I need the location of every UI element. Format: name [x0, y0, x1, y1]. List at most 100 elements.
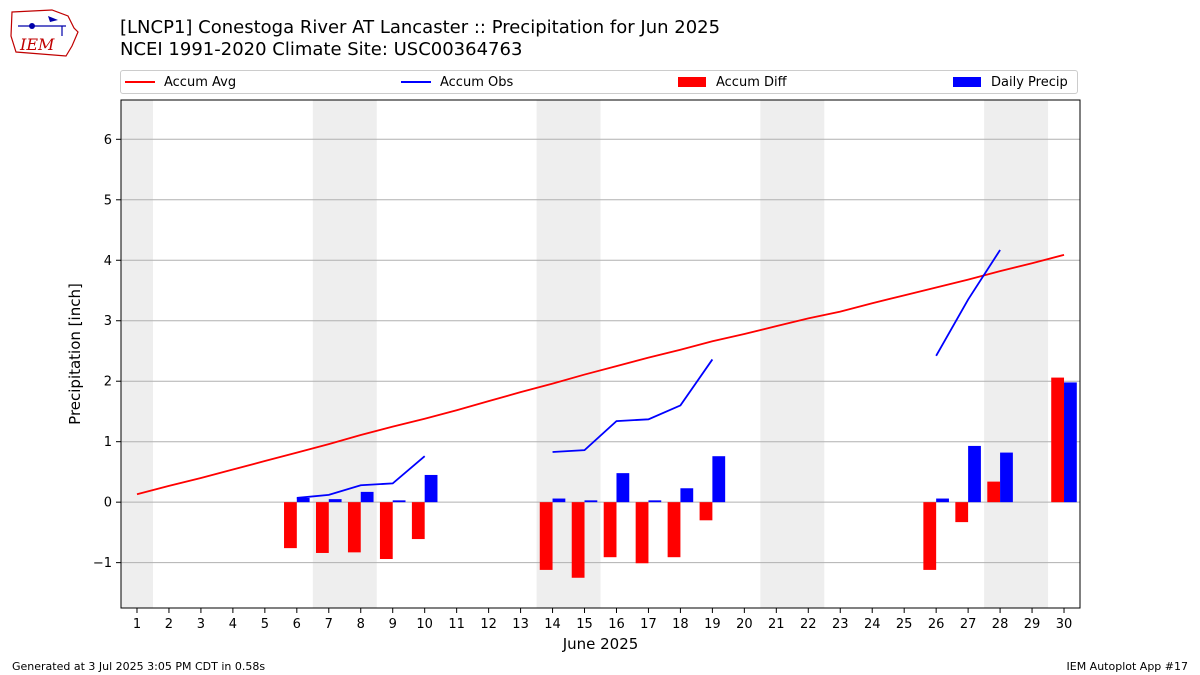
x-tick-label-7: 7 [325, 617, 333, 632]
x-axis-label: June 2025 [562, 635, 639, 653]
bar-daily-precip-day-9 [392, 500, 406, 503]
x-tick-label-12: 12 [480, 617, 497, 632]
x-tick-label-15: 15 [576, 617, 593, 632]
bar-daily-precip-day-7 [328, 499, 342, 503]
x-tick-label-5: 5 [261, 617, 269, 632]
bar-accum-diff-day-19 [699, 502, 713, 521]
app-label: IEM Autoplot App #17 [1066, 660, 1189, 673]
legend-swatch-accum-obs [401, 81, 431, 83]
chart-title: [LNCP1] Conestoga River AT Lancaster :: … [120, 17, 721, 38]
weekend-shade-4 [984, 100, 1049, 608]
legend-label-daily-precip: Daily Precip [991, 74, 1068, 90]
weekend-shade-0 [121, 100, 153, 608]
bar-accum-diff-day-16 [603, 502, 617, 558]
x-tick-label-27: 27 [960, 617, 977, 632]
bar-accum-diff-day-14 [539, 502, 553, 570]
bar-daily-precip-day-17 [648, 500, 662, 503]
x-tick-label-20: 20 [736, 617, 753, 632]
y-tick-label--1: −1 [93, 556, 112, 571]
bar-accum-diff-day-10 [411, 502, 425, 540]
bar-accum-diff-day-27 [955, 502, 969, 523]
legend-item-daily-precip: Daily Precip [953, 71, 1068, 93]
x-tick-label-10: 10 [416, 617, 433, 632]
y-axis-label: Precipitation [inch] [66, 283, 84, 425]
x-tick-label-24: 24 [864, 617, 881, 632]
y-tick-label-6: 6 [104, 133, 112, 148]
bar-accum-diff-day-15 [571, 502, 585, 578]
legend-item-accum-avg: Accum Avg [125, 71, 236, 93]
bar-daily-precip-day-6 [296, 497, 310, 503]
x-tick-label-18: 18 [672, 617, 689, 632]
plot-area [121, 100, 1080, 608]
bar-daily-precip-day-30 [1064, 382, 1077, 503]
legend-swatch-accum-avg [125, 81, 155, 83]
legend-label-accum-avg: Accum Avg [164, 74, 237, 90]
x-tick-label-22: 22 [800, 617, 817, 632]
x-tick-label-9: 9 [389, 617, 397, 632]
x-tick-label-4: 4 [229, 617, 237, 632]
y-tick-label-2: 2 [104, 375, 112, 390]
bar-daily-precip-day-18 [680, 488, 694, 503]
bar-daily-precip-day-28 [1000, 452, 1013, 503]
x-tick-label-17: 17 [640, 617, 657, 632]
bar-accum-diff-day-28 [987, 481, 1001, 503]
bar-accum-diff-day-26 [923, 502, 937, 570]
x-tick-label-25: 25 [896, 617, 913, 632]
y-tick-label-3: 3 [104, 314, 112, 329]
y-tick-label-0: 0 [104, 496, 112, 511]
weekend-shade-2 [536, 100, 601, 608]
legend: Accum Avg Accum Obs Accum Diff Daily Pre… [120, 70, 1078, 94]
x-tick-label-11: 11 [448, 617, 465, 632]
bar-daily-precip-day-19 [712, 456, 726, 503]
y-tick-label-4: 4 [104, 254, 112, 269]
bar-accum-diff-day-7 [315, 502, 329, 553]
bar-daily-precip-day-10 [424, 474, 438, 503]
bar-daily-precip-day-16 [616, 473, 630, 503]
bar-accum-diff-day-8 [347, 502, 361, 553]
iem-logo: IEM [10, 9, 79, 57]
bar-accum-diff-day-30 [1051, 377, 1065, 503]
x-tick-label-2: 2 [165, 617, 173, 632]
legend-swatch-accum-diff [678, 77, 706, 87]
bar-daily-precip-day-14 [552, 498, 566, 503]
x-tick-label-23: 23 [832, 617, 849, 632]
x-tick-label-26: 26 [928, 617, 945, 632]
x-tick-label-13: 13 [512, 617, 529, 632]
bar-accum-diff-day-17 [635, 502, 649, 564]
bar-accum-diff-day-9 [379, 502, 393, 560]
bar-daily-precip-day-27 [968, 445, 981, 503]
line-accum-avg [136, 253, 1065, 496]
x-tick-label-3: 3 [197, 617, 205, 632]
y-tick-label-1: 1 [104, 435, 112, 450]
chart-subtitle: NCEI 1991-2020 Climate Site: USC00364763 [120, 39, 523, 60]
y-tick-label-5: 5 [104, 193, 112, 208]
x-tick-label-19: 19 [704, 617, 721, 632]
x-tick-label-8: 8 [357, 617, 365, 632]
legend-item-accum-obs: Accum Obs [401, 71, 513, 93]
bar-daily-precip-day-8 [360, 491, 374, 503]
line-accum-obs-segment-1 [552, 358, 714, 453]
bar-daily-precip-day-26 [936, 498, 949, 503]
x-tick-label-21: 21 [768, 617, 785, 632]
legend-swatch-daily-precip [953, 77, 981, 87]
legend-label-accum-obs: Accum Obs [440, 74, 514, 90]
x-tick-label-16: 16 [608, 617, 625, 632]
line-accum-obs-segment-2 [935, 249, 1001, 357]
weekend-shade-1 [312, 100, 377, 608]
x-tick-label-14: 14 [544, 617, 561, 632]
x-tick-label-1: 1 [133, 617, 141, 632]
plot-frame [120, 99, 1081, 609]
legend-item-accum-diff: Accum Diff [678, 71, 787, 93]
line-accum-obs-segment-0 [296, 455, 426, 499]
weekend-shade-3 [760, 100, 825, 608]
logo-text: IEM [19, 35, 55, 54]
x-tick-label-29: 29 [1024, 617, 1041, 632]
legend-label-accum-diff: Accum Diff [716, 74, 787, 90]
x-tick-label-6: 6 [293, 617, 301, 632]
x-tick-label-28: 28 [992, 617, 1009, 632]
x-tick-label-30: 30 [1056, 617, 1073, 632]
bar-accum-diff-day-18 [667, 502, 681, 558]
bar-accum-diff-day-6 [284, 502, 297, 549]
generated-timestamp: Generated at 3 Jul 2025 3:05 PM CDT in 0… [12, 660, 266, 673]
